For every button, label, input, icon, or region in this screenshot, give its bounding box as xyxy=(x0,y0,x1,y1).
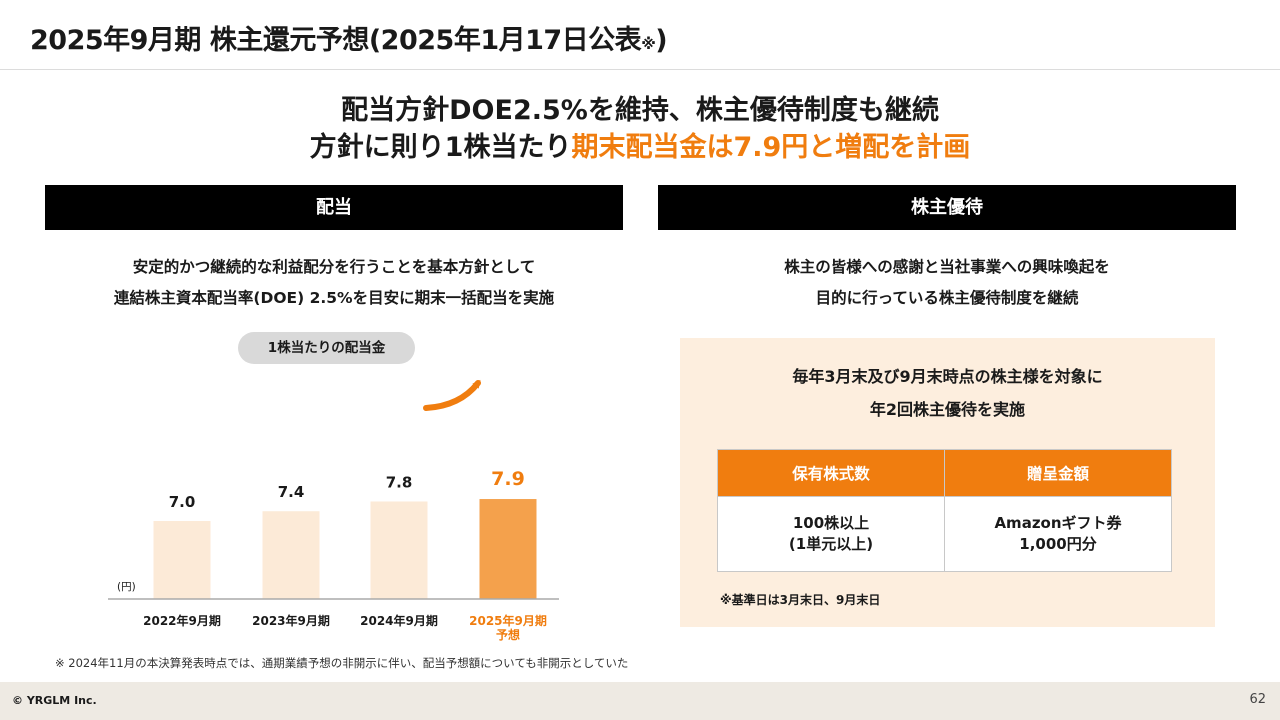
benefit-table-header-row: 保有株式数 贈呈金額 xyxy=(717,449,1172,497)
chart-category-label-1: 2022年9月期 xyxy=(143,613,221,628)
benefit-summary-line-2: 年2回株主優待を実施 xyxy=(869,400,1026,419)
chart-unit-label: (円) xyxy=(117,581,136,593)
dividend-description: 安定的かつ継続的な利益配分を行うことを基本方針として 連結株主資本配当率(DOE… xyxy=(45,252,623,314)
benefits-description: 株主の皆様への感謝と当社事業への興味喚起を 目的に行っている株主優待制度を継続 xyxy=(658,252,1236,314)
dividend-section-heading: 配当 xyxy=(45,185,623,230)
benefit-shares-cell: 100株以上 (1単元以上) xyxy=(717,496,945,572)
chart-category-label-3: 2024年9月期 xyxy=(360,613,438,628)
benefit-summary-line-1: 毎年3月末及び9月末時点の株主様を対象に xyxy=(792,367,1103,386)
title-note-mark: ※ xyxy=(641,35,656,53)
page-title-text: 2025年9月期 株主還元予想(2025年1月17日公表 xyxy=(30,25,642,56)
headline-line-2-prefix: 方針に則り1株当たり xyxy=(309,132,572,163)
benefit-amount-line-2: 1,000円分 xyxy=(1019,535,1097,553)
dividend-desc-line-2: 連結株主資本配当率(DOE) 2.5%を目安に期末一括配当を実施 xyxy=(113,289,555,307)
benefit-col-shares-header: 保有株式数 xyxy=(717,449,945,497)
chart-value-label-2: 7.4 xyxy=(278,483,305,501)
benefit-col-amount-header: 贈呈金額 xyxy=(944,449,1172,497)
benefit-table: 保有株式数 贈呈金額 100株以上 (1単元以上) Amazonギフト券 1,0… xyxy=(717,449,1172,572)
chart-category-label-2: 2023年9月期 xyxy=(252,613,330,628)
copyright: © YRGLM Inc. xyxy=(12,694,97,707)
dividend-note: ※ 2024年11月の本決算発表時点では、通期業績予想の非開示に伴い、配当予想額… xyxy=(55,656,629,670)
footer: © YRGLM Inc. 62 xyxy=(0,682,1280,720)
benefits-desc-line-1: 株主の皆様への感謝と当社事業への興味喚起を xyxy=(784,258,1110,276)
headline: 配当方針DOE2.5%を維持、株主優待制度も継続 方針に則り1株当たり期末配当金… xyxy=(0,92,1280,166)
headline-line-2: 方針に則り1株当たり期末配当金は7.9円と増配を計画 xyxy=(0,129,1280,166)
benefits-section-heading: 株主優待 xyxy=(658,185,1236,230)
title-bar: 2025年9月期 株主還元予想(2025年1月17日公表※) xyxy=(0,0,1280,70)
dividend-chart-svg: 7.0 2022年9月期 7.4 2023年9月期 7.8 2024年9月期 7.9 2025… xyxy=(108,379,559,642)
headline-line-2-accent: 期末配当金は7.9円と増配を計画 xyxy=(571,132,971,163)
chart-value-label-3: 7.8 xyxy=(386,473,413,491)
page-title-close: ) xyxy=(655,25,668,56)
benefit-summary: 毎年3月末及び9月末時点の株主様を対象に 年2回株主優待を実施 xyxy=(680,360,1215,426)
chart-category-sublabel-4: 予想 xyxy=(496,627,520,642)
page-number: 62 xyxy=(1249,692,1266,707)
dividend-per-share-pill: 1株当たりの配当金 xyxy=(238,332,415,364)
increase-arrow-icon xyxy=(423,379,481,411)
benefit-footnote: ※基準日は3月末日、9月末日 xyxy=(720,593,881,607)
chart-bar-4 xyxy=(479,499,537,599)
headline-line-1: 配当方針DOE2.5%を維持、株主優待制度も継続 xyxy=(341,95,939,126)
table-row: 100株以上 (1単元以上) Amazonギフト券 1,000円分 xyxy=(717,496,1172,572)
benefit-amount-line-1: Amazonギフト券 xyxy=(994,514,1122,532)
benefit-box: 毎年3月末及び9月末時点の株主様を対象に 年2回株主優待を実施 保有株式数 贈呈… xyxy=(680,338,1215,627)
chart-value-label-4: 7.9 xyxy=(491,468,525,490)
chart-bar-1 xyxy=(153,521,211,599)
benefit-shares-line-2: (1単元以上) xyxy=(788,535,874,553)
page-title: 2025年9月期 株主還元予想(2025年1月17日公表※) xyxy=(30,18,668,57)
benefit-amount-cell: Amazonギフト券 1,000円分 xyxy=(944,496,1172,572)
chart-value-label-1: 7.0 xyxy=(169,493,196,511)
chart-category-label-4: 2025年9月期 xyxy=(469,613,547,628)
benefits-desc-line-2: 目的に行っている株主優待制度を継続 xyxy=(815,289,1079,307)
dividend-desc-line-1: 安定的かつ継続的な利益配分を行うことを基本方針として xyxy=(132,258,536,276)
benefit-shares-line-1: 100株以上 xyxy=(792,514,870,532)
dividend-bar-chart: 7.0 2022年9月期 7.4 2023年9月期 7.8 2024年9月期 7.9 2025… xyxy=(95,370,595,650)
chart-bar-2 xyxy=(262,511,320,599)
chart-bar-3 xyxy=(370,501,428,599)
